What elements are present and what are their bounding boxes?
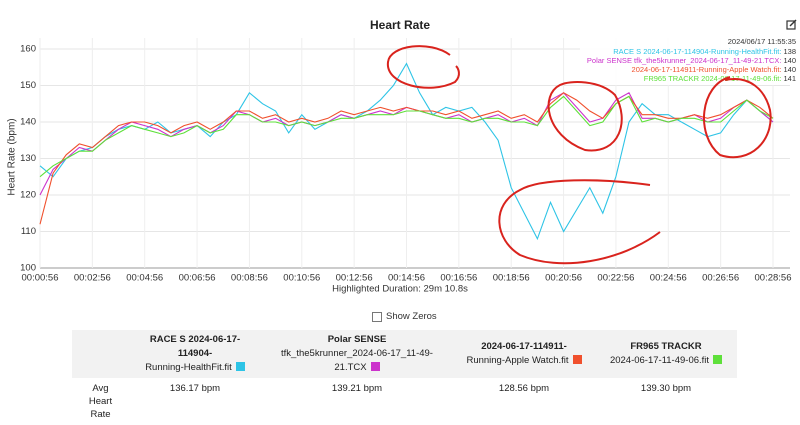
tooltip-bg	[580, 37, 798, 85]
chart-title: Heart Rate	[370, 18, 430, 32]
tooltip-label: RACE S 2024-06-17-114904-Running-HealthF…	[613, 47, 781, 56]
row-label-line: Avg	[92, 383, 109, 394]
tooltip-item: Polar SENSE tfk_the5krunner_2024-06-17_1…	[587, 56, 796, 65]
table-cell: 136.17 bpm	[169, 383, 221, 394]
header-line: FR965 TRACKR	[630, 341, 702, 352]
header-line: 2024-06-17-11-49-06.fit	[609, 355, 710, 366]
chart: Heart Rate Heart Rate (bpm) Highlighted …	[7, 18, 798, 295]
x-tick-label: 00:26:56	[702, 273, 739, 284]
annotation-circles	[386, 45, 772, 265]
color-swatch	[572, 355, 582, 364]
color-swatch	[713, 355, 723, 364]
header-line: 2024-06-17-114911-	[481, 341, 567, 352]
column-header: RACE S 2024-06-17-114904- Running-HealthF…	[129, 330, 261, 378]
tooltip-item: 2024-06-17-114911-Running-Apple Watch.fi…	[632, 65, 796, 74]
table-cell: 139.21 bpm	[331, 383, 383, 394]
row-label: Avg Heart Rate	[72, 378, 129, 425]
tooltip-value: 140	[783, 56, 796, 65]
tooltip-item: RACE S 2024-06-17-114904-Running-HealthF…	[613, 47, 796, 56]
tooltip-value: 138	[783, 47, 796, 56]
tooltip-item: FR965 TRACKR 2024-06-17-11-49-06.fit: 141	[644, 74, 796, 83]
x-tick-label: 00:00:56	[22, 273, 59, 284]
row-label-line: Rate	[90, 409, 111, 420]
y-tick-label: 160	[20, 43, 36, 54]
tooltip-value: 140	[783, 65, 796, 74]
table-cell: 128.56 bpm	[498, 383, 550, 394]
header-line: Running-Apple Watch.fit	[466, 355, 569, 366]
series-line	[39, 62, 774, 241]
x-tick-label: 00:08:56	[231, 273, 268, 284]
x-tick-label: 00:02:56	[74, 273, 111, 284]
x-tick-label: 00:28:56	[755, 273, 792, 284]
x-axis-note: Highlighted Duration: 29m 10.8s	[332, 284, 468, 295]
y-axis-label: Heart Rate (bpm)	[7, 118, 18, 195]
show-zeros-label: Show Zeros	[386, 311, 437, 322]
header-line: RACE S 2024-06-17-114904-	[149, 334, 241, 359]
column-header: 2024-06-17-114911- Running-Apple Watch.fi…	[453, 330, 595, 378]
corner-cell	[72, 330, 129, 378]
tooltip-label: FR965 TRACKR 2024-06-17-11-49-06.fit:	[644, 74, 782, 83]
header-line: Polar SENSE	[327, 334, 387, 345]
x-tick-label: 00:20:56	[545, 273, 582, 284]
header-line: tfk_the5krunner_2024-06-17_11-49-21.TCX	[281, 348, 433, 373]
y-tick-label: 110	[21, 226, 36, 237]
series-line	[39, 95, 774, 178]
export-icon[interactable]	[786, 19, 797, 30]
y-tick-label: 130	[20, 153, 36, 164]
series-line	[39, 92, 774, 225]
y-tick-label: 150	[20, 80, 36, 91]
color-swatch	[235, 362, 245, 371]
tooltip-label: 2024-06-17-114911-Running-Apple Watch.fi…	[632, 65, 782, 74]
table-cell: 139.30 bpm	[640, 383, 692, 394]
summary-table: RACE S 2024-06-17-114904- Running-HealthF…	[72, 330, 737, 425]
tooltip-label: Polar SENSE tfk_the5krunner_2024-06-17_1…	[587, 56, 782, 65]
x-tick-label: 00:14:56	[388, 273, 425, 284]
row-label-line: Heart	[88, 396, 113, 407]
y-tick-label: 100	[20, 263, 36, 274]
x-tick-label: 00:16:56	[440, 273, 477, 284]
column-header: Polar SENSE tfk_the5krunner_2024-06-17_11…	[261, 330, 453, 378]
x-tick-label: 00:04:56	[126, 273, 163, 284]
page: {"chart_data": {"type": "line", "title":…	[6, 18, 798, 420]
show-zeros-toggle[interactable]: Show Zeros	[372, 311, 437, 322]
checkbox[interactable]	[372, 311, 382, 322]
x-tick-label: 00:12:56	[336, 273, 373, 284]
y-tick-label: 120	[20, 189, 36, 200]
column-header: FR965 TRACKR 2024-06-17-11-49-06.fit	[595, 330, 737, 378]
x-tick-label: 00:06:56	[179, 273, 216, 284]
x-tick-label: 00:18:56	[493, 273, 530, 284]
tooltip-title: 2024/06/17 11:55:35	[728, 37, 796, 46]
tooltip-value: 141	[783, 74, 796, 83]
y-tick-label: 140	[20, 116, 36, 127]
color-swatch	[370, 362, 380, 371]
header-line: Running-HealthFit.fit	[145, 362, 232, 373]
table-row: Avg Heart Rate 136.17 bpm 139.21 bpm 128.56 b…	[72, 378, 737, 425]
x-tick-label: 00:24:56	[650, 273, 687, 284]
x-tick-label: 00:22:56	[597, 273, 634, 284]
x-tick-label: 00:10:56	[283, 273, 320, 284]
